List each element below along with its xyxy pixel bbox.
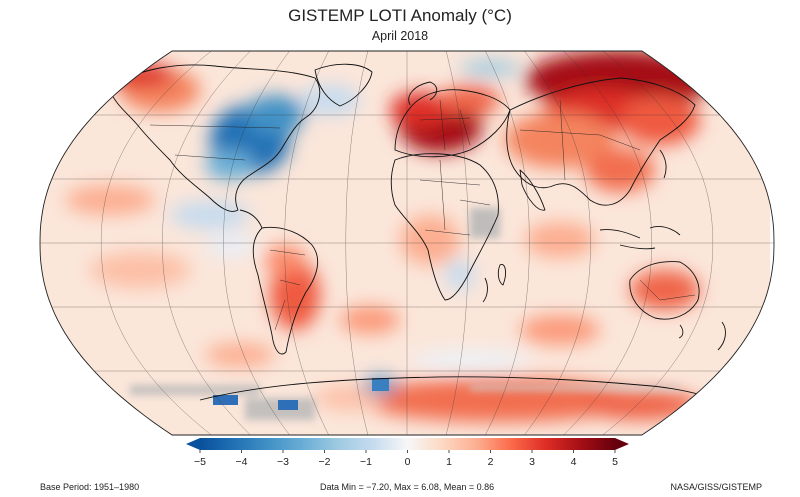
- colorbar-min-arrow: [186, 438, 200, 450]
- colorbar-tick-label: 1: [446, 456, 452, 468]
- colorbar-tick-label: −3: [277, 456, 289, 468]
- colorbar-tick-label: 3: [529, 456, 535, 468]
- map-subtitle: April 2018: [371, 29, 429, 43]
- anomaly-field: [40, 51, 774, 435]
- credit: NASA/GISS/GISTEMP: [670, 482, 762, 492]
- coastlines: [109, 63, 726, 403]
- data-stats: Data Min = −7.20, Max = 6.08, Mean = 0.8…: [320, 482, 495, 492]
- country-borders: [149, 99, 696, 331]
- map-title: GISTEMP LOTI Anomaly (°C): [288, 6, 512, 25]
- colorbar-tick-label: −4: [236, 456, 248, 468]
- colorbar: −5 −4 −3 −2 −1 0 1 2 3 4 5: [186, 438, 629, 468]
- globe-outline: [39, 50, 775, 436]
- graticule: [40, 51, 774, 435]
- colorbar-tick-label: −5: [194, 456, 206, 468]
- colorbar-max-arrow: [615, 438, 629, 450]
- base-period: Base Period: 1951–1980: [40, 482, 140, 492]
- colorbar-tick-label: 0: [405, 456, 411, 468]
- colorbar-gradient: [200, 438, 615, 450]
- colorbar-tick-label: 4: [571, 456, 577, 468]
- colorbar-tick-label: 2: [488, 456, 494, 468]
- colorbar-ticks: −5 −4 −3 −2 −1 0 1 2 3 4 5: [194, 450, 618, 468]
- colorbar-tick-label: −2: [319, 456, 331, 468]
- colorbar-tick-label: 5: [612, 456, 618, 468]
- colorbar-tick-label: −1: [360, 456, 372, 468]
